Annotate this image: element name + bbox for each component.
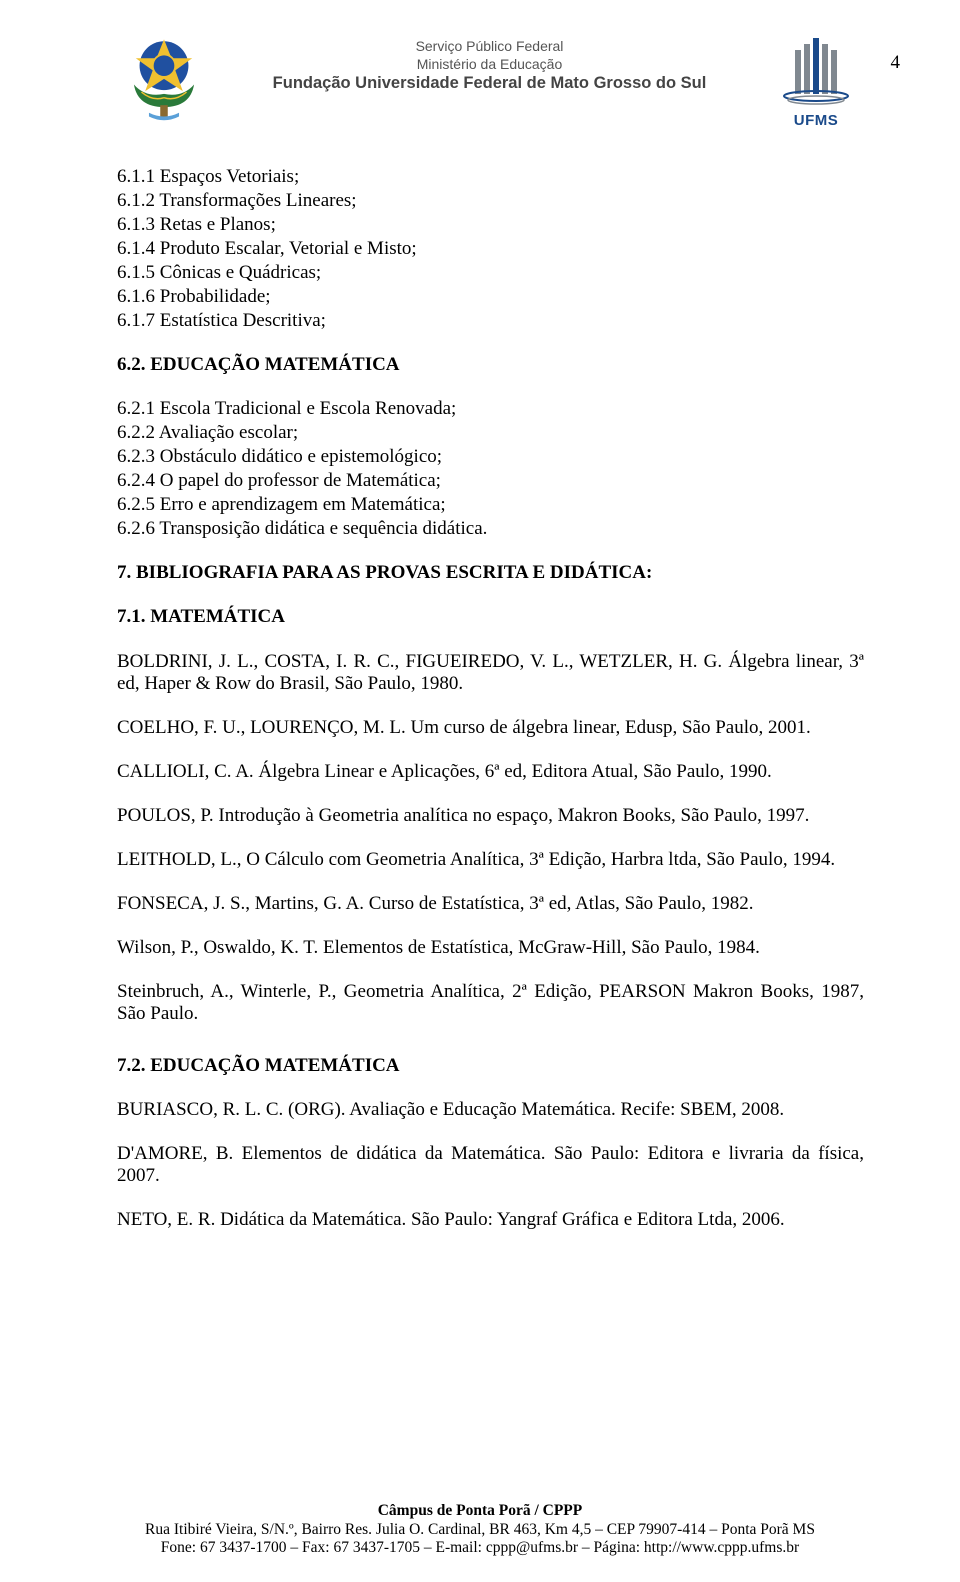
footer-campus: Câmpus de Ponta Porã / CPPP [0, 1502, 960, 1521]
letterhead-line1: Serviço Público Federal [211, 38, 768, 54]
ufms-logo-text: UFMS [794, 112, 839, 129]
letterhead-line3: Fundação Universidade Federal de Mato Gr… [211, 74, 768, 93]
reference-entry: BOLDRINI, J. L., COSTA, I. R. C., FIGUEI… [117, 651, 864, 695]
list-item: 6.2.3 Obstáculo didático e epistemológic… [117, 446, 864, 468]
brazil-coat-of-arms-icon [117, 30, 211, 124]
list-item: 6.1.6 Probabilidade; [117, 286, 864, 308]
reference-entry: BURIASCO, R. L. C. (ORG). Avaliação e Ed… [117, 1099, 864, 1121]
section-7-1-heading: 7.1. MATEMÁTICA [117, 606, 864, 628]
list-item: 6.1.1 Espaços Vetoriais; [117, 166, 864, 188]
reference-entry: LEITHOLD, L., O Cálculo com Geometria An… [117, 849, 864, 871]
section-6-2-heading: 6.2. EDUCAÇÃO MATEMÁTICA [117, 354, 864, 376]
reference-entry: D'AMORE, B. Elementos de didática da Mat… [117, 1143, 864, 1187]
reference-entry: NETO, E. R. Didática da Matemática. São … [117, 1209, 864, 1231]
section-7-2-heading: 7.2. EDUCAÇÃO MATEMÁTICA [117, 1055, 864, 1077]
page-number: 4 [891, 52, 901, 74]
reference-entry: CALLIOLI, C. A. Álgebra Linear e Aplicaç… [117, 761, 864, 783]
footer-address: Rua Itibiré Vieira, S/N.º, Bairro Res. J… [0, 1521, 960, 1540]
section-6-2-list: 6.2.1 Escola Tradicional e Escola Renova… [117, 398, 864, 540]
reference-entry: FONSECA, J. S., Martins, G. A. Curso de … [117, 893, 864, 915]
list-item: 6.1.4 Produto Escalar, Vetorial e Misto; [117, 238, 864, 260]
section-7-heading: 7. BIBLIOGRAFIA PARA AS PROVAS ESCRITA E… [117, 562, 864, 584]
reference-entry: Steinbruch, A., Winterle, P., Geometria … [117, 981, 864, 1025]
list-item: 6.1.5 Cônicas e Quádricas; [117, 262, 864, 284]
document-page: 4 Serviço Público Federal Ministério da … [0, 0, 960, 1582]
list-item: 6.2.4 O papel do professor de Matemática… [117, 470, 864, 492]
reference-entry: COELHO, F. U., LOURENÇO, M. L. Um curso … [117, 717, 864, 739]
list-item: 6.1.3 Retas e Planos; [117, 214, 864, 236]
list-item: 6.2.6 Transposição didática e sequência … [117, 518, 864, 540]
document-body: 6.1.1 Espaços Vetoriais; 6.1.2 Transform… [117, 166, 864, 1231]
page-footer: Câmpus de Ponta Porã / CPPP Rua Itibiré … [0, 1502, 960, 1558]
letterhead-line2: Ministério da Educação [211, 56, 768, 72]
reference-entry: Wilson, P., Oswaldo, K. T. Elementos de … [117, 937, 864, 959]
list-item: 6.2.5 Erro e aprendizagem em Matemática; [117, 494, 864, 516]
list-item: 6.1.7 Estatística Descritiva; [117, 310, 864, 332]
footer-contacts: Fone: 67 3437-1700 – Fax: 67 3437-1705 –… [0, 1539, 960, 1558]
section-6-1-list: 6.1.1 Espaços Vetoriais; 6.1.2 Transform… [117, 166, 864, 332]
list-item: 6.2.2 Avaliação escolar; [117, 422, 864, 444]
list-item: 6.1.2 Transformações Lineares; [117, 190, 864, 212]
letterhead-title-block: Serviço Público Federal Ministério da Ed… [211, 30, 768, 93]
reference-entry: POULOS, P. Introdução à Geometria analít… [117, 805, 864, 827]
list-item: 6.2.1 Escola Tradicional e Escola Renova… [117, 398, 864, 420]
ufms-logo-icon: UFMS [768, 30, 864, 130]
letterhead-header: Serviço Público Federal Ministério da Ed… [117, 30, 864, 130]
